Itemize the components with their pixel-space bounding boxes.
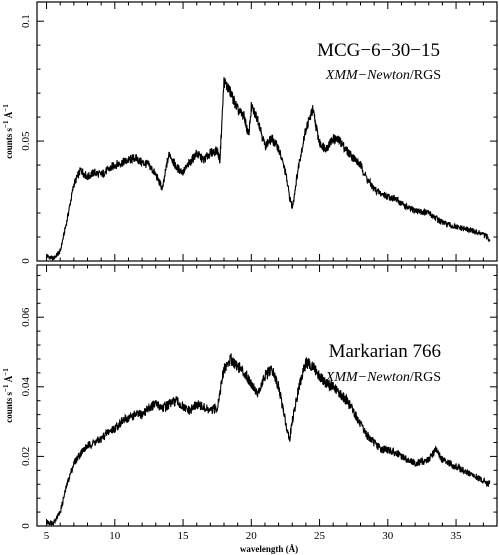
spectrum-line-markarian	[46, 353, 491, 526]
x-tick-label: 35	[451, 530, 463, 542]
y-tick-label: 0.04	[20, 377, 32, 397]
y-tick-label: 0	[20, 523, 32, 529]
plot-frame-top	[36, 1, 498, 262]
x-axis-label: wavelength (Å)	[240, 544, 298, 554]
y-tick-label: 0.02	[20, 447, 32, 466]
bottom-panel: 0 0.02 0.04 0.06 5 10 15 20 25 30 35 counts s−1 Å…	[2, 264, 498, 554]
x-tick-label: 30	[382, 530, 394, 542]
object-name-mcg: MCG−6−30−15	[317, 40, 440, 61]
plot-frame-bottom	[36, 264, 498, 527]
top-panel: 0 0.05 0.1 counts s−1 Å−1 MCG−6−30−15 XMM−…	[2, 1, 498, 264]
x-tick-label: 20	[246, 530, 258, 542]
instrument-label-bottom: XMM−Newton/RGS	[325, 370, 441, 385]
y-tick-label: 0.05	[20, 131, 32, 151]
y-axis-label-bottom: counts s−1 Å−1	[2, 368, 14, 423]
x-tick-label: 5	[44, 530, 50, 542]
y-tick-label: 0	[20, 258, 32, 264]
object-name-markarian: Markarian 766	[329, 341, 441, 362]
y-axis-ticks-bottom: 0 0.02 0.04 0.06	[20, 274, 497, 529]
x-axis-ticks-bottom: 5 10 15 20 25 30 35	[44, 265, 498, 542]
x-tick-label: 15	[178, 530, 190, 542]
y-tick-label: 0.1	[20, 14, 32, 28]
y-tick-label: 0.06	[20, 307, 32, 327]
x-tick-label: 10	[109, 530, 121, 542]
x-tick-label: 25	[314, 530, 326, 542]
y-axis-label-top: counts s−1 Å−1	[2, 104, 14, 159]
instrument-label-top: XMM−Newton/RGS	[325, 68, 441, 83]
spectrum-line-mcg	[46, 77, 491, 261]
